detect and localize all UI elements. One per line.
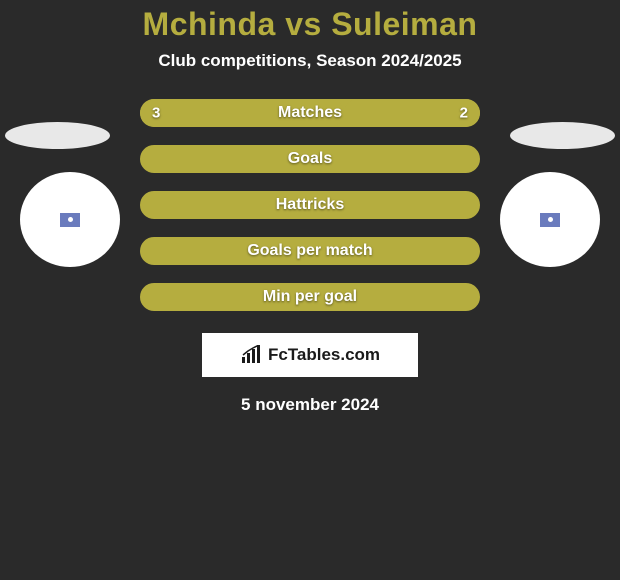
page-title: Mchinda vs Suleiman	[0, 6, 620, 43]
flag-icon	[540, 213, 560, 227]
stat-value-left: 3	[152, 105, 160, 122]
stat-label: Min per goal	[263, 288, 357, 306]
player-left-avatar	[20, 172, 120, 267]
stat-label: Matches	[278, 104, 342, 122]
chart-icon	[240, 345, 264, 365]
player-left-shadow	[5, 122, 110, 149]
stat-label: Goals per match	[247, 242, 372, 260]
stat-label: Goals	[288, 150, 332, 168]
brand-logo: FcTables.com	[202, 333, 418, 377]
stat-row: Goals	[140, 145, 480, 173]
date-label: 5 november 2024	[0, 395, 620, 415]
brand-text: FcTables.com	[268, 345, 380, 365]
stat-row: 3 2 Matches	[140, 99, 480, 127]
stat-row: Goals per match	[140, 237, 480, 265]
stat-row: Hattricks	[140, 191, 480, 219]
page-subtitle: Club competitions, Season 2024/2025	[0, 51, 620, 71]
stat-row: Min per goal	[140, 283, 480, 311]
player-right-avatar	[500, 172, 600, 267]
stat-value-right: 2	[460, 105, 468, 122]
stat-label: Hattricks	[276, 196, 344, 214]
player-right-shadow	[510, 122, 615, 149]
comparison-card: Mchinda vs Suleiman Club competitions, S…	[0, 0, 620, 415]
stats-list: 3 2 Matches Goals Hattricks Goals per match Mi…	[140, 99, 480, 311]
flag-icon	[60, 213, 80, 227]
